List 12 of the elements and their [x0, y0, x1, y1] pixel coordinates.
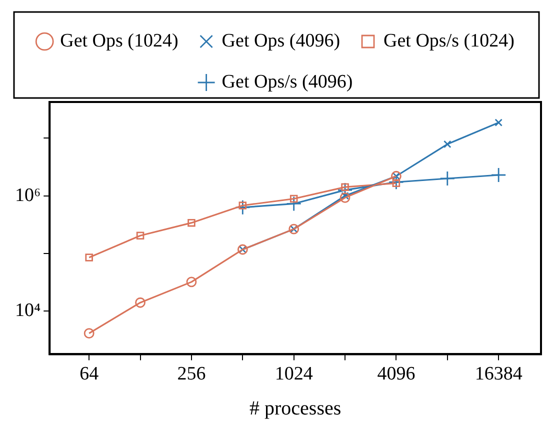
- y-tick-label: 10⁶: [15, 184, 41, 206]
- x-tick-label: 64: [80, 364, 100, 385]
- x-tick-label: 1024: [274, 364, 314, 385]
- x-tick-label: 256: [177, 364, 206, 385]
- x-axis-title: # processes: [249, 397, 342, 420]
- legend-label: Get Ops/s (1024): [384, 30, 514, 52]
- legend-label: Get Ops (4096): [222, 30, 340, 52]
- legend-label: Get Ops/s (4096): [222, 71, 353, 92]
- legend-label: Get Ops (1024): [60, 30, 178, 52]
- y-tick-label: 10⁴: [15, 300, 41, 322]
- x-tick-label: 4096: [377, 364, 416, 385]
- x-tick-label: 16384: [474, 364, 523, 385]
